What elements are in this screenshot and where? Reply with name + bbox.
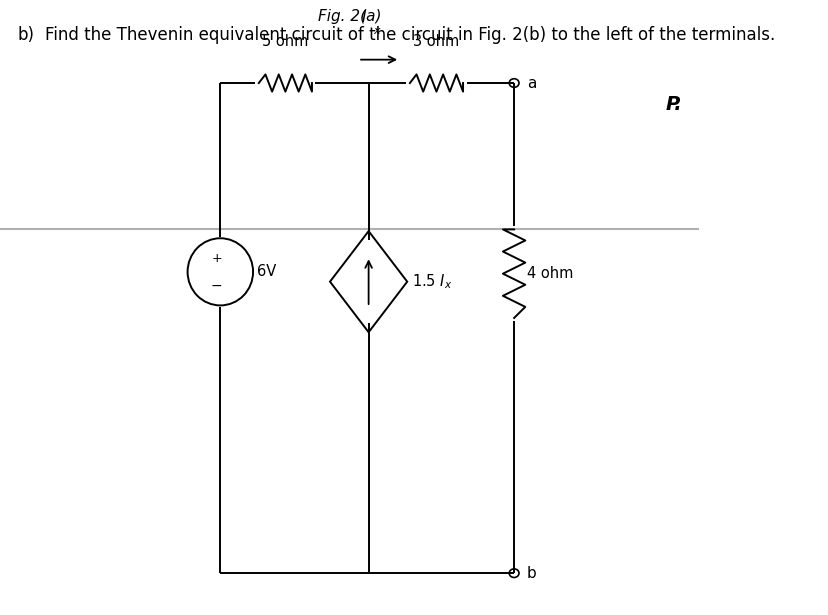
Text: 5 ohm: 5 ohm [262,34,308,49]
Text: 6V: 6V [257,264,276,279]
Text: 1.5 $I_x$: 1.5 $I_x$ [412,272,452,291]
Text: +: + [211,252,222,265]
Text: Find the Thevenin equivalent circuit of the circuit in Fig. 2(b) to the left of : Find the Thevenin equivalent circuit of … [46,26,775,44]
Text: 4 ohm: 4 ohm [526,266,572,281]
Text: b: b [526,566,536,581]
Text: $x$: $x$ [373,26,382,36]
Text: a: a [526,76,536,90]
Text: $I$: $I$ [360,9,366,25]
Text: b): b) [17,26,35,44]
Text: Fig. 2(a): Fig. 2(a) [318,9,381,24]
Text: −: − [211,279,223,292]
Text: P.: P. [665,95,681,114]
Text: 3 ohm: 3 ohm [413,34,459,49]
